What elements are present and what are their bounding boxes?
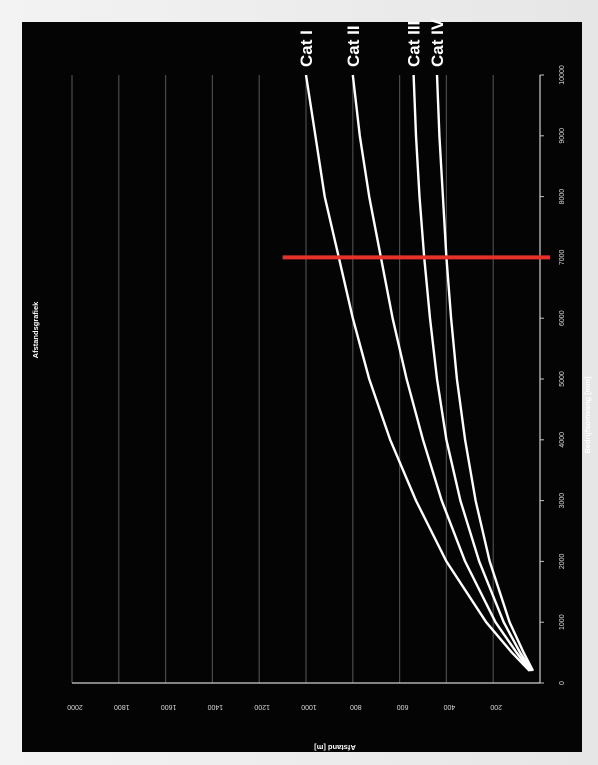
curve-cat-iii (412, 74, 533, 672)
x-tick-label: 0 (559, 681, 566, 685)
x-tick-label: 1000 (559, 614, 566, 630)
y-tick-label: 1400 (208, 703, 224, 710)
y-tick-label: 2000 (67, 703, 83, 710)
series-label: Cat IV (428, 18, 447, 67)
y-tick-label: 1200 (254, 703, 270, 710)
x-tick-label: 2000 (559, 554, 566, 570)
chart-panel (22, 22, 582, 752)
y-tick-label: 1000 (301, 703, 317, 710)
y-tick-label: 1600 (161, 703, 177, 710)
x-tick-label: 5000 (559, 371, 566, 387)
x-tick-label: 9000 (559, 128, 566, 144)
x-tick-label: 3000 (559, 493, 566, 509)
chart-title: Afstandsgrafiek (31, 301, 40, 359)
x-tick-label: 4000 (559, 432, 566, 448)
x-tick-label: 10000 (559, 65, 566, 85)
y-tick-label: 400 (443, 703, 455, 710)
y-tick-label: 1800 (114, 703, 130, 710)
series-label: Cat I (297, 30, 316, 67)
x-tick-label: 7000 (559, 250, 566, 266)
y-tick-label: 800 (350, 703, 362, 710)
series-label: Cat III (405, 21, 424, 67)
curve-cat-i (304, 74, 531, 672)
curve-cat-iv (435, 74, 535, 672)
x-axis-label: Bedrijfsomvang [mm] (583, 376, 592, 454)
x-tick-label: 6000 (559, 310, 566, 326)
series-label: Cat II (344, 25, 363, 67)
x-tick-label: 8000 (559, 189, 566, 205)
y-tick-label: 600 (397, 703, 409, 710)
y-tick-label: 200 (490, 703, 502, 710)
y-axis-label: Afstand [m] (314, 743, 356, 752)
curve-cat-ii (351, 74, 532, 672)
